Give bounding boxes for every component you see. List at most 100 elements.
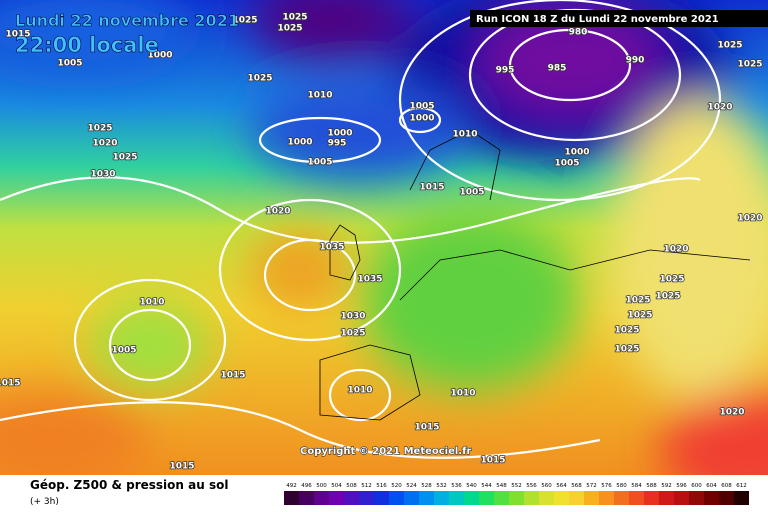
colorbar-label: 560: [541, 483, 552, 489]
colorbar-swatch: [629, 491, 644, 505]
isobar-label: 1015: [169, 462, 194, 472]
colorbar-swatch: [509, 491, 524, 505]
colorbar-swatch: [539, 491, 554, 505]
isobar-label: 1025: [247, 74, 272, 84]
isobar-label: 1015: [220, 371, 245, 381]
isobar-label: 1020: [719, 408, 744, 418]
copyright: Copyright © 2021 Meteociel.fr: [300, 446, 471, 457]
isobar-label: 1015: [414, 423, 439, 433]
isobar-label: 1015: [0, 379, 21, 389]
colorbar-swatch: [689, 491, 704, 505]
colorbar-swatch: [299, 491, 314, 505]
colorbar-label: 496: [301, 483, 312, 489]
colorbar-label: 572: [586, 483, 597, 489]
isobar-label: 1025: [625, 296, 650, 306]
colorbar-swatch: [599, 491, 614, 505]
isobar-label: 995: [328, 139, 347, 149]
isobar-label: 1010: [452, 130, 477, 140]
isobar-label: 1030: [90, 170, 115, 180]
isobar-label: 1020: [707, 103, 732, 113]
isobar-label: 1005: [554, 159, 579, 169]
colorbar-swatch: [719, 491, 734, 505]
lead-time: (+ 3h): [30, 497, 59, 507]
colorbar-label: 568: [571, 483, 582, 489]
colorbar-label: 600: [691, 483, 702, 489]
isobar-label: 995: [496, 66, 515, 76]
colorbar-label: 584: [631, 483, 642, 489]
colorbar-label: 512: [361, 483, 372, 489]
colorbar-label: 544: [481, 483, 492, 489]
isobar-label: 1005: [459, 188, 484, 198]
colorbar-label: 604: [706, 483, 717, 489]
isobar-label: 1005: [409, 102, 434, 112]
colorbar-swatch: [644, 491, 659, 505]
isobar-label: 1010: [347, 386, 372, 396]
colorbar-swatch: [479, 491, 494, 505]
colorbar-label: 508: [346, 483, 357, 489]
colorbar-swatch: [419, 491, 434, 505]
isobar-label: 1000: [327, 129, 352, 139]
isobar-label: 1010: [450, 389, 475, 399]
isobar-label: 1025: [282, 13, 307, 23]
colorbar-swatch: [284, 491, 299, 505]
colorbar-swatch: [464, 491, 479, 505]
isobar-label: 1025: [277, 24, 302, 34]
isobar-label: 1000: [287, 138, 312, 148]
isobar-label: 1030: [340, 312, 365, 322]
isobar-label: 1020: [663, 245, 688, 255]
colorbar-swatch: [674, 491, 689, 505]
colorbar-swatch: [704, 491, 719, 505]
colorbar-label: 536: [451, 483, 462, 489]
colorbar-label: 576: [601, 483, 612, 489]
isobar-label: 1015: [419, 183, 444, 193]
isobar-label: 1025: [614, 345, 639, 355]
colorbar-label: 516: [376, 483, 387, 489]
isobar-label: 1025: [655, 292, 680, 302]
colorbar-label: 608: [721, 483, 732, 489]
time-label: 22:00 locale: [15, 33, 159, 57]
colorbar-label: 588: [646, 483, 657, 489]
colorbar-label: 492: [286, 483, 297, 489]
isobar-label: 985: [548, 64, 567, 74]
colorbar-swatch: [494, 491, 509, 505]
run-banner: [470, 10, 768, 27]
colorbar: 492 496 500 504 508 512 516 520 524 528 532 536 540 5…: [284, 483, 749, 505]
isobar-label: 1025: [737, 60, 762, 70]
colorbar-label: 500: [316, 483, 327, 489]
colorbar-label: 540: [466, 483, 477, 489]
isobar-label: 990: [626, 56, 645, 66]
isobar-label: 1015: [5, 30, 30, 40]
colorbar-swatch: [614, 491, 629, 505]
isobar-label: 1005: [57, 59, 82, 69]
colorbar-swatch: [374, 491, 389, 505]
isobar-label: 1000: [409, 114, 434, 124]
colorbar-swatch: [434, 491, 449, 505]
colorbar-swatch: [554, 491, 569, 505]
isobar-label: 1025: [340, 329, 365, 339]
isobar-label: 1000: [564, 148, 589, 158]
isobars: [0, 0, 720, 458]
colorbar-swatch: [449, 491, 464, 505]
isobar-label: 980: [569, 28, 588, 38]
isobar-label: 1020: [265, 207, 290, 217]
isobar-label: 1020: [737, 214, 762, 224]
isobar-label: 1025: [614, 326, 639, 336]
isobar-label: 1005: [307, 158, 332, 168]
colorbar-swatch: [734, 491, 749, 505]
isobar-label: 1035: [319, 243, 344, 253]
isobar-label: 1035: [357, 275, 382, 285]
isobar-label: 1000: [147, 51, 172, 61]
date-label: Lundi 22 novembre 2021: [15, 11, 239, 30]
colorbar-label: 552: [511, 483, 522, 489]
colorbar-label: 592: [661, 483, 672, 489]
colorbar-label: 580: [616, 483, 627, 489]
colorbar-swatch: [404, 491, 419, 505]
colorbar-label: 556: [526, 483, 537, 489]
isobar-label: 1010: [139, 298, 164, 308]
isobar-label: 1025: [112, 153, 137, 163]
isobar-label: 1025: [232, 16, 257, 26]
colorbar-swatch: [359, 491, 374, 505]
isobar-label: 1025: [717, 41, 742, 51]
colorbar-label: 524: [406, 483, 417, 489]
